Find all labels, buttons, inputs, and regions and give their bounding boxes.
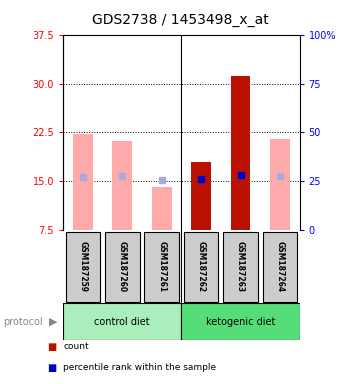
Text: percentile rank within the sample: percentile rank within the sample <box>63 363 216 372</box>
Text: GSM187260: GSM187260 <box>118 241 127 293</box>
Bar <box>191 162 211 230</box>
Text: GSM187261: GSM187261 <box>157 241 166 293</box>
Bar <box>112 141 132 230</box>
Text: GSM187259: GSM187259 <box>78 242 87 292</box>
Text: GSM187262: GSM187262 <box>197 241 206 293</box>
FancyBboxPatch shape <box>144 232 179 302</box>
Text: GSM187264: GSM187264 <box>275 241 284 293</box>
FancyBboxPatch shape <box>184 232 218 302</box>
Text: ▶: ▶ <box>49 316 57 327</box>
Bar <box>152 187 171 230</box>
FancyBboxPatch shape <box>105 232 140 302</box>
Text: count: count <box>63 342 89 351</box>
Text: ketogenic diet: ketogenic diet <box>206 316 275 327</box>
FancyBboxPatch shape <box>262 232 297 302</box>
Text: GSM187263: GSM187263 <box>236 241 245 293</box>
Text: control diet: control diet <box>95 316 150 327</box>
FancyBboxPatch shape <box>66 232 100 302</box>
Text: GDS2738 / 1453498_x_at: GDS2738 / 1453498_x_at <box>92 13 269 27</box>
Bar <box>270 139 290 230</box>
FancyBboxPatch shape <box>182 303 300 340</box>
Text: protocol: protocol <box>4 316 43 327</box>
FancyBboxPatch shape <box>223 232 258 302</box>
FancyBboxPatch shape <box>63 303 182 340</box>
Text: ■: ■ <box>47 363 56 373</box>
Text: ■: ■ <box>47 342 56 352</box>
Bar <box>231 76 251 230</box>
Bar <box>73 134 93 230</box>
